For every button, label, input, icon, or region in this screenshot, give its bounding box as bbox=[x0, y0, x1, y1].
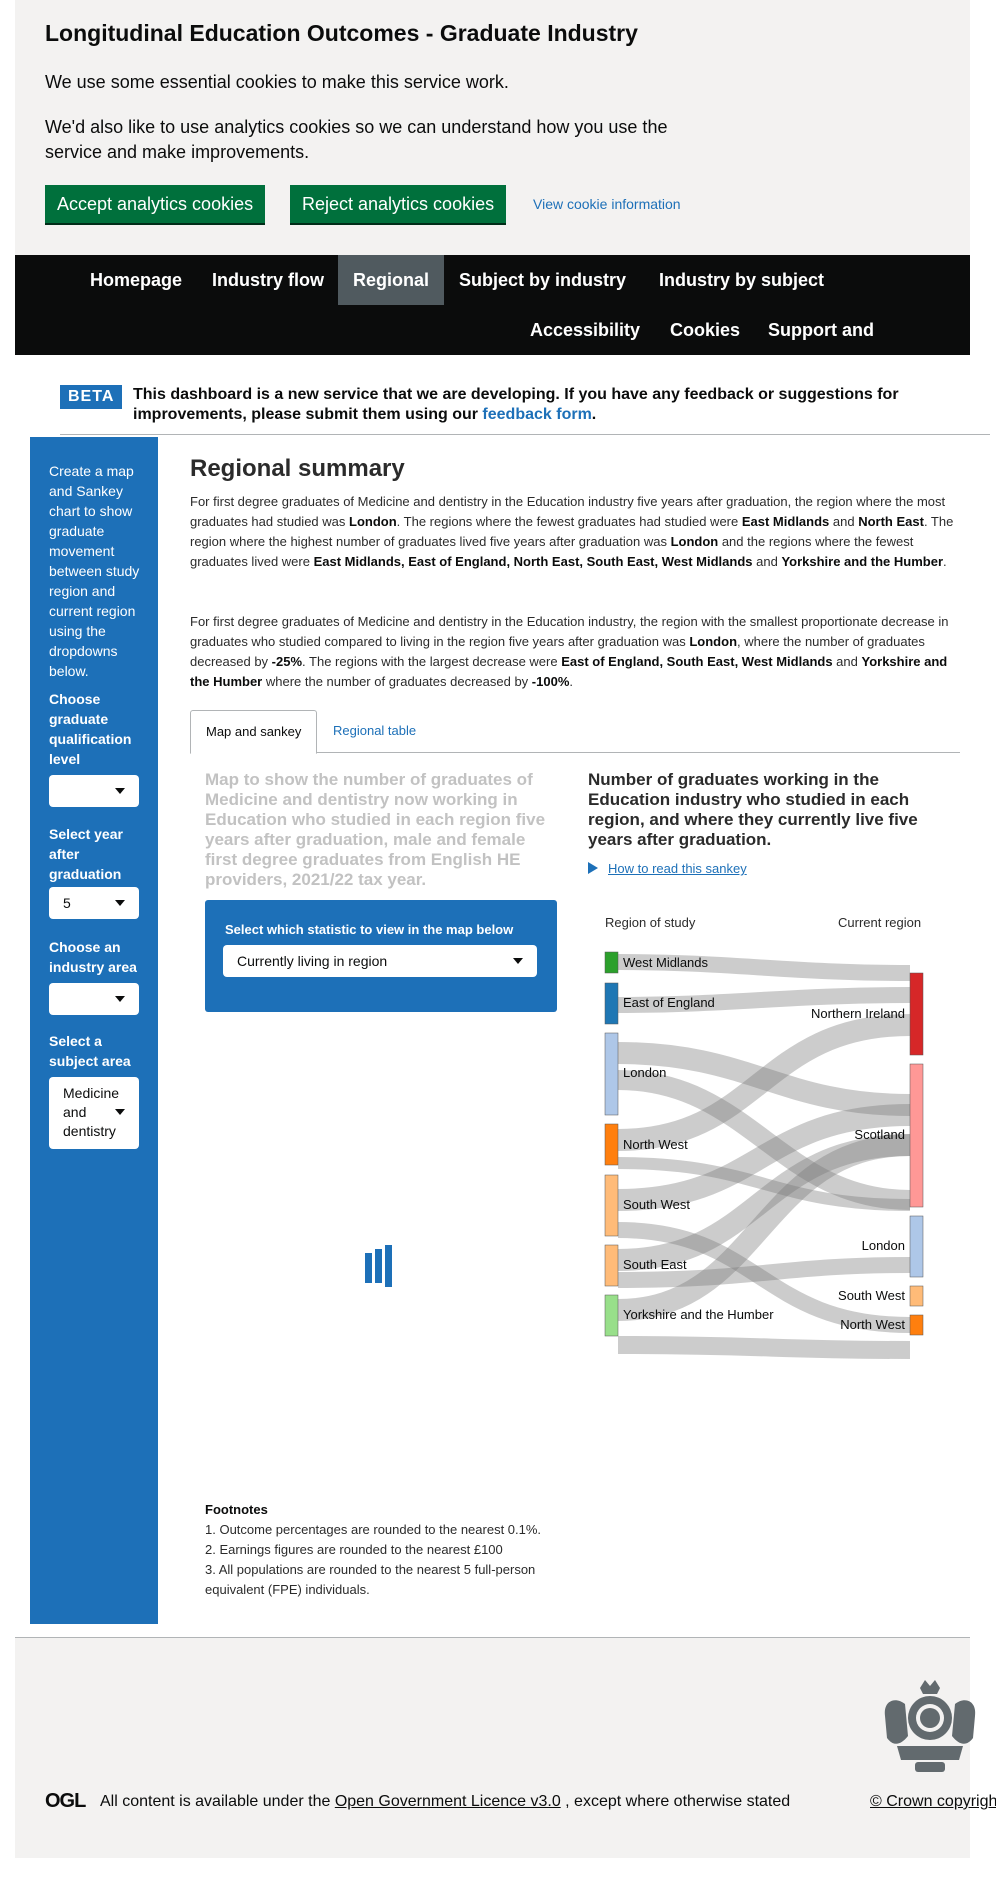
cookie-banner: Longitudinal Education Outcomes - Gradua… bbox=[15, 0, 970, 255]
sankey-node-south-east bbox=[604, 1244, 619, 1287]
triangle-right-icon bbox=[588, 862, 598, 874]
industry-label: Choose an industry area bbox=[49, 939, 137, 975]
svg-text:West Midlands: West Midlands bbox=[623, 955, 709, 970]
nav-industry-flow[interactable]: Industry flow bbox=[212, 270, 324, 290]
sankey-node-north-west-study bbox=[604, 1123, 619, 1166]
tab-regional-table[interactable]: Regional table bbox=[333, 723, 417, 738]
subject-select[interactable]: Medicine and dentistry bbox=[49, 1077, 139, 1149]
subject-label: Select a subject area bbox=[49, 1033, 131, 1069]
sankey-chart: Region of study Current region West Midl… bbox=[604, 915, 924, 1359]
sankey-node-south-west-current bbox=[909, 1285, 924, 1307]
accept-cookies-button[interactable]: Accept analytics cookies bbox=[45, 185, 266, 223]
qualification-label: Choose graduate qualification level bbox=[49, 691, 132, 767]
nav-homepage[interactable]: Homepage bbox=[90, 270, 183, 290]
svg-text:Northern Ireland: Northern Ireland bbox=[811, 1006, 905, 1021]
chevron-down-icon bbox=[115, 996, 125, 1002]
service-title: Longitudinal Education Outcomes - Gradua… bbox=[45, 20, 638, 46]
cookie-info-link[interactable]: View cookie information bbox=[533, 196, 681, 212]
how-to-read-sankey-toggle[interactable]: How to read this sankey bbox=[588, 861, 747, 876]
footnote-1: 1. Outcome percentages are rounded to th… bbox=[205, 1522, 542, 1537]
svg-text:Scotland: Scotland bbox=[854, 1127, 905, 1142]
nav-accessibility[interactable]: Accessibility bbox=[530, 320, 641, 340]
footnotes-title: Footnotes bbox=[205, 1502, 268, 1517]
reject-cookies-button[interactable]: Reject analytics cookies bbox=[290, 185, 507, 223]
sidebar: Create a map and Sankey chart to show gr… bbox=[30, 437, 158, 1624]
industry-select[interactable] bbox=[49, 983, 139, 1015]
royal-crest-icon bbox=[884, 1680, 976, 1772]
svg-text:North West: North West bbox=[840, 1317, 905, 1332]
beta-banner-text: This dashboard is a new service that we … bbox=[133, 386, 899, 423]
sankey-node-yorkshire bbox=[604, 1294, 619, 1337]
svg-text:East of England: East of England bbox=[623, 995, 715, 1010]
crown-copyright-link[interactable]: © Crown copyright bbox=[870, 1793, 996, 1810]
sankey-right-header: Current region bbox=[838, 915, 921, 930]
svg-text:North West: North West bbox=[623, 1137, 688, 1152]
footnote-2: 2. Earnings figures are rounded to the n… bbox=[205, 1542, 503, 1557]
tab-map-and-sankey[interactable]: Map and sankey bbox=[190, 710, 318, 754]
main-navigation: Homepage Industry flow Regional Subject … bbox=[15, 255, 970, 390]
year-label: Select year after graduation bbox=[49, 826, 123, 882]
footer: OGL All content is available under the O… bbox=[15, 1637, 996, 1858]
nav-subject-by-industry[interactable]: Subject by industry bbox=[459, 270, 627, 290]
sankey-source-nodes: West Midlands East of England London Nor… bbox=[604, 951, 774, 1337]
ogl-licence-link[interactable]: Open Government Licence v3.0 bbox=[334, 1793, 561, 1810]
chevron-down-icon bbox=[115, 900, 125, 906]
ogl-logo-icon: OGL bbox=[45, 1790, 86, 1812]
svg-text:London: London bbox=[862, 1238, 905, 1253]
page-title: Regional summary bbox=[190, 455, 405, 482]
sankey-node-east-of-england bbox=[604, 982, 619, 1025]
sidebar-intro: Create a map and Sankey chart to show gr… bbox=[49, 463, 140, 679]
nav-regional[interactable]: Regional bbox=[338, 255, 445, 305]
sankey-title: Number of graduates working in the Educa… bbox=[588, 770, 918, 849]
summary-paragraph-1: For first degree graduates of Medicine a… bbox=[190, 494, 954, 569]
footnotes: Footnotes 1. Outcome percentages are rou… bbox=[205, 1500, 585, 1600]
cookie-analytics-text: We'd also like to use analytics cookies … bbox=[45, 117, 668, 162]
nav-cookies[interactable]: Cookies bbox=[670, 320, 741, 340]
qualification-select[interactable] bbox=[49, 775, 139, 807]
sankey-node-north-west-current bbox=[909, 1314, 924, 1336]
sankey-node-west-midlands bbox=[604, 951, 619, 974]
chevron-down-icon bbox=[115, 1109, 125, 1115]
sankey-target-nodes: Northern Ireland Scotland London South W… bbox=[811, 972, 924, 1336]
svg-text:Yorkshire and the Humber: Yorkshire and the Humber bbox=[623, 1307, 774, 1322]
chevron-down-icon bbox=[115, 788, 125, 794]
sankey-left-header: Region of study bbox=[605, 915, 696, 930]
svg-text:South West: South West bbox=[838, 1288, 905, 1303]
licence-text: All content is available under the Open … bbox=[100, 1793, 791, 1810]
statistic-select[interactable]: Currently living in region bbox=[223, 945, 537, 977]
map-title: Map to show the number of graduates of M… bbox=[205, 770, 546, 889]
sankey-node-northern-ireland bbox=[909, 972, 924, 1056]
beta-tag: BETA bbox=[60, 385, 123, 409]
svg-text:London: London bbox=[623, 1065, 666, 1080]
statistic-selector-panel: Select which statistic to view in the ma… bbox=[205, 900, 557, 1012]
divider bbox=[60, 434, 990, 435]
sankey-node-london-current bbox=[909, 1215, 924, 1278]
sankey-links bbox=[617, 954, 911, 1359]
year-select[interactable]: 5 bbox=[49, 887, 139, 919]
chevron-down-icon bbox=[513, 958, 523, 964]
tab-bar: Map and sankey Regional table bbox=[190, 710, 960, 754]
statistic-label: Select which statistic to view in the ma… bbox=[225, 922, 514, 937]
nav-industry-by-subject[interactable]: Industry by subject bbox=[659, 270, 825, 290]
footnote-3: 3. All populations are rounded to the ne… bbox=[205, 1562, 536, 1597]
cookie-essential-text: We use some essential cookies to make th… bbox=[45, 72, 509, 92]
nav-support-feedback[interactable]: Support and feedback bbox=[768, 320, 874, 390]
svg-text:South West: South West bbox=[623, 1197, 690, 1212]
sankey-node-south-west-study bbox=[604, 1174, 619, 1237]
svg-text:South East: South East bbox=[623, 1257, 687, 1272]
sankey-node-london-study bbox=[604, 1032, 619, 1116]
sankey-node-scotland bbox=[909, 1063, 924, 1208]
summary-paragraph-2: For first degree graduates of Medicine a… bbox=[190, 614, 949, 689]
feedback-form-link[interactable]: feedback form bbox=[482, 406, 592, 423]
